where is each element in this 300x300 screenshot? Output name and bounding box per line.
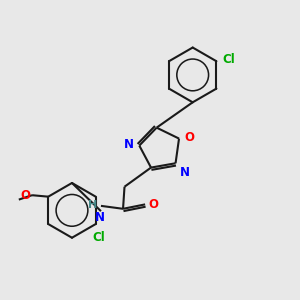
Text: O: O <box>184 131 194 145</box>
Text: Cl: Cl <box>92 230 105 244</box>
Text: O: O <box>149 198 159 211</box>
Text: N: N <box>180 166 190 179</box>
Text: H: H <box>88 200 98 210</box>
Text: O: O <box>21 189 31 202</box>
Text: N: N <box>94 211 104 224</box>
Text: Cl: Cl <box>222 53 235 66</box>
Text: N: N <box>124 139 134 152</box>
